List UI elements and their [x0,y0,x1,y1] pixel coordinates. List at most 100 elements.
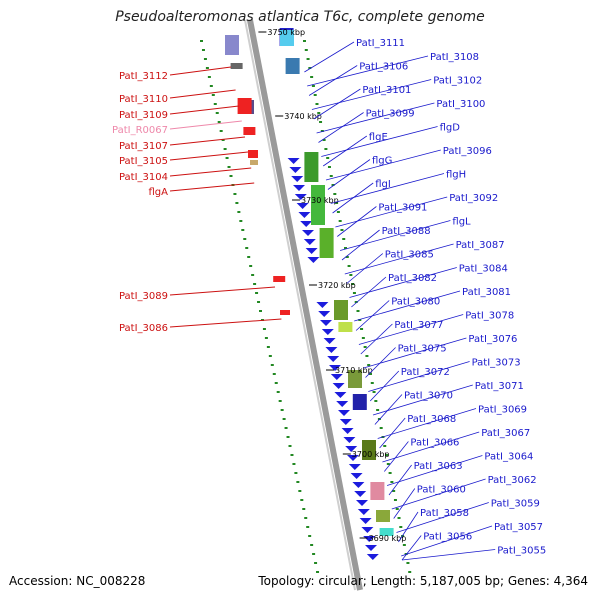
backbone-shadow [244,19,356,591]
left-gene-label: PatI_3089 [119,291,168,302]
right-gene-label: PatI_3081 [462,287,511,298]
guide-dash [340,229,344,231]
right-gene-label: PatI_3088 [382,226,431,237]
right-leader-line [369,370,400,402]
guide-dash [361,337,365,339]
forward-gene-arrow [293,185,305,191]
right-gene-label: flgE [369,132,388,143]
guide-dash [237,211,241,213]
kbp-label: 3730 kbp [301,196,339,205]
right-gene-label: PatI_3069 [478,405,527,416]
forward-gene-arrow [343,437,356,443]
reverse-gene-block [248,150,258,158]
guide-dash [217,121,221,123]
dotted-guides [200,40,412,573]
forward-gene-arrow [291,176,304,182]
guide-dash [402,544,406,546]
guide-dash [213,103,217,105]
guide-dash [304,49,308,51]
right-gene-label: PatI_3078 [465,311,514,322]
guide-dash [302,508,306,510]
right-gene-label: PatI_3066 [410,438,459,449]
right-leader-line [322,135,368,167]
guide-dash [329,175,333,177]
right-leader-line [354,290,461,322]
guide-dash [207,76,211,78]
guide-dash [298,490,302,492]
guide-dash [308,535,312,537]
forward-gene-block [362,440,376,460]
guide-dash [262,328,266,330]
reverse-gene-block [225,35,239,55]
forward-gene-arrow [320,320,332,326]
left-gene-label: PatI_3107 [119,141,168,152]
guide-dash [221,139,225,141]
guide-dash [399,526,403,528]
guide-dash [251,274,255,276]
left-gene-label: PatI_3110 [119,94,168,105]
guide-dash [306,526,310,528]
forward-gene-arrow [296,203,309,209]
right-leader-line [330,173,445,204]
kbp-markers: 3750 kbp 3740 kbp 3730 kbp 3720 kbp 3710 kbp… [258,28,406,543]
right-gene-label: PatI_3056 [423,532,472,543]
guide-dash [319,121,323,123]
right-leader-line [401,535,422,561]
guide-dash [290,454,294,456]
right-leader-line [327,159,371,190]
right-leader-line [374,394,403,425]
guide-dash [304,517,308,519]
right-gene-label: PatI_3063 [414,461,463,472]
guide-dash [386,463,390,465]
right-leader-line [372,384,473,416]
reverse-gene-block [243,127,256,135]
right-gene-label: PatI_3057 [494,522,543,533]
guide-dash [268,355,272,357]
guide-dash [383,445,387,447]
guide-dash [282,418,286,420]
forward-gene-arrow [354,491,367,497]
guide-dash [372,391,376,393]
forward-gene-arrow [303,239,316,245]
guide-dash [276,391,280,393]
forward-gene-block [280,30,294,46]
left-leader-line [169,182,255,192]
left-leader-line [169,105,239,115]
guide-dash [205,67,209,69]
guide-dash [249,265,253,267]
guide-dash [270,364,274,366]
left-gene-label: PatI_3109 [119,110,168,121]
right-gene-label: PatI_3085 [385,250,434,261]
right-leader-line [313,88,361,120]
left-gene-label: PatI_3104 [119,172,168,183]
guide-dash [278,400,282,402]
forward-gene-arrow [300,221,313,227]
backbone-line [247,19,363,591]
genome-backbone [244,19,363,591]
forward-gene-arrow [325,347,338,353]
left-gene-label: PatI_3112 [119,71,168,82]
forward-gene-arrow [359,518,372,524]
forward-gene-arrow [366,554,379,560]
guide-dash [243,238,247,240]
kbp-label: 3750 kbp [267,28,305,37]
right-gene-label: PatI_3084 [459,264,508,275]
forward-gene-arrow [307,257,320,263]
guide-dash [385,454,389,456]
forward-gene-arrow [356,500,368,506]
guide-dash [336,211,340,213]
reverse-gene-block [280,310,290,315]
right-gene-label: PatI_3068 [407,414,456,425]
right-leader-line [396,502,489,533]
right-leader-line [386,455,483,486]
guide-dash [223,148,227,150]
guide-dash [239,220,243,222]
guide-dash [312,553,316,555]
guide-dash [292,463,296,465]
left-gene-label: PatI_3086 [119,323,168,334]
kbp-label: 3700 kbp [352,450,390,459]
right-leader-line [311,79,432,110]
guide-dash [286,436,290,438]
guide-dash [219,130,223,132]
